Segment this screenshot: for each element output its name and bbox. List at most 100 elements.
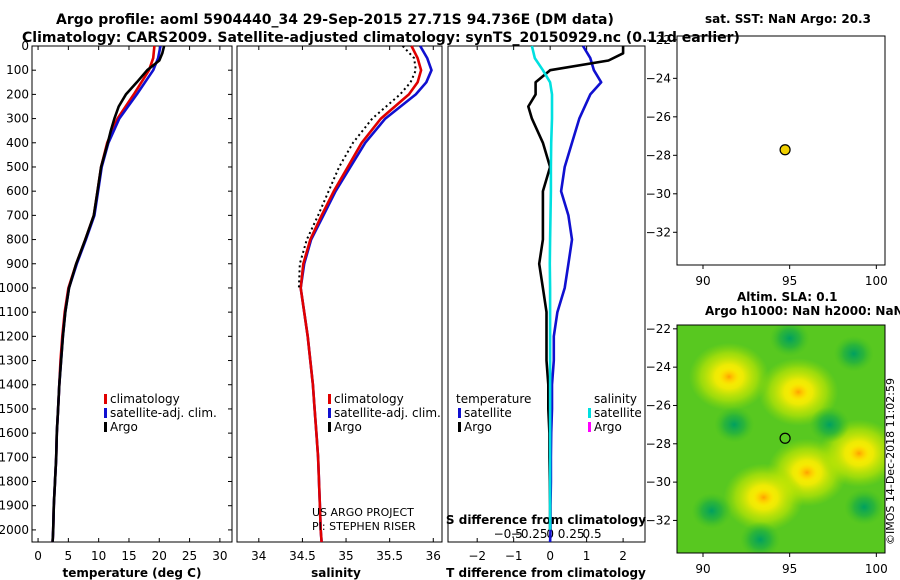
sst-map-ytick-label: −28 xyxy=(646,148,671,162)
salinity-xtick-label: 36 xyxy=(426,549,441,563)
temperature-legend-swatch xyxy=(104,394,107,404)
sla-map-xtick-label: 100 xyxy=(865,562,888,576)
depth-ytick-label: 1400 xyxy=(0,378,29,392)
temperature-legend-label: Argo xyxy=(110,420,138,434)
sst-map-ytick-label: −22 xyxy=(646,33,671,47)
temperature-xtick-label: 15 xyxy=(121,549,136,563)
temperature-legend-swatch xyxy=(104,408,107,418)
depth-ytick-label: 2000 xyxy=(0,523,29,537)
salinity-line-satellite-adj-clim- xyxy=(299,45,433,543)
depth-ytick-label: 100 xyxy=(6,63,29,77)
sla-map-frame xyxy=(676,324,886,554)
depth-ytick-label: 600 xyxy=(6,184,29,198)
salinity-xtick-label: 35.5 xyxy=(376,549,403,563)
difference-panel-frame xyxy=(447,45,646,543)
temperature-legend-label: satellite-adj. clim. xyxy=(110,406,217,420)
sla-map-ytick-label: −32 xyxy=(646,513,671,527)
title-line-1: Argo profile: aoml 5904440_34 29-Sep-201… xyxy=(56,12,614,28)
depth-ytick-label: 400 xyxy=(6,136,29,150)
difference-legend-left-label: Argo xyxy=(464,420,492,434)
difference-legend-left-swatch xyxy=(458,408,461,418)
salinity-line-argo xyxy=(297,45,417,289)
temperature-line-argo xyxy=(51,45,166,543)
sdiff-xtick-label: 0.5 xyxy=(583,527,602,541)
salinity-legend-label: climatology xyxy=(334,392,404,406)
depth-ytick-label: 1800 xyxy=(0,475,29,489)
temperature-xtick-label: 5 xyxy=(65,549,73,563)
sst-map-float-marker xyxy=(779,144,791,156)
temperature-xtick-label: 25 xyxy=(182,549,197,563)
depth-ytick-label: 500 xyxy=(6,160,29,174)
tdiff-xtick-label: 2 xyxy=(619,549,627,563)
depth-ytick-label: 1900 xyxy=(0,499,29,513)
sla-map-high-core xyxy=(717,366,741,387)
salinity-legend-swatch xyxy=(328,422,331,432)
salinity-legend-label: satellite-adj. clim. xyxy=(334,406,441,420)
temperature-legend-label: climatology xyxy=(110,392,180,406)
sla-map-low-blob xyxy=(740,521,781,553)
difference-legend-right-label: satellite xyxy=(594,406,642,420)
sla-map-low-blob xyxy=(714,406,755,443)
depth-ytick-label: 1700 xyxy=(0,450,29,464)
difference-legend-right-label: Argo xyxy=(594,420,622,434)
depth-ytick-label: 1100 xyxy=(0,305,29,319)
depth-ytick-label: 1500 xyxy=(0,402,29,416)
sla-map-low-blob xyxy=(844,489,885,526)
sla-map-high-core xyxy=(847,443,871,464)
sla-map-float-marker xyxy=(779,432,791,444)
sdiff-xtick-label: −0.5 xyxy=(494,527,523,541)
depth-ytick-label: 300 xyxy=(6,112,29,126)
sla-map-low-blob xyxy=(809,406,850,443)
temperature-legend-swatch xyxy=(104,422,107,432)
difference-legend-left-swatch xyxy=(458,422,461,432)
depth-ytick-label: 0 xyxy=(21,39,29,53)
title-line-2: Climatology: CARS2009. Satellite-adjuste… xyxy=(22,30,740,46)
difference-line-s-satellite xyxy=(530,45,554,530)
salinity-panel-frame xyxy=(236,45,443,543)
depth-ytick-label: 1200 xyxy=(0,329,29,343)
temperature-xlabel: temperature (deg C) xyxy=(63,566,202,580)
salinity-legend-label: Argo xyxy=(334,420,362,434)
salinity-legend-swatch xyxy=(328,394,331,404)
tdiff-xlabel: T difference from climatology xyxy=(446,566,646,580)
sla-map-ytick-label: −22 xyxy=(646,322,671,336)
tdiff-xtick-label: −1 xyxy=(505,549,523,563)
tdiff-xtick-label: 0 xyxy=(546,549,554,563)
difference-line-t-satellite xyxy=(548,45,603,543)
sla-map-low-blob xyxy=(691,492,732,529)
depth-ytick-label: 900 xyxy=(6,257,29,271)
pi-annotation: PI: STEPHEN RISER xyxy=(312,520,416,533)
sst-map-title: sat. SST: NaN Argo: 20.3 xyxy=(705,12,871,26)
salinity-legend-swatch xyxy=(328,408,331,418)
salinity-xtick-label: 34.5 xyxy=(289,549,316,563)
sst-map-xtick-label: 95 xyxy=(782,274,797,288)
sst-map-xtick-label: 90 xyxy=(695,274,710,288)
sst-map-xtick-label: 100 xyxy=(865,274,888,288)
depth-ytick-label: 200 xyxy=(6,87,29,101)
sdiff-xlabel: S difference from climatology xyxy=(446,513,646,527)
sla-map-xtick-label: 95 xyxy=(782,562,797,576)
tdiff-xtick-label: 1 xyxy=(583,549,591,563)
sst-map-ytick-label: −24 xyxy=(646,71,671,85)
temperature-xtick-label: 30 xyxy=(212,549,227,563)
salinity-xtick-label: 34 xyxy=(251,549,266,563)
sst-map-frame xyxy=(676,35,886,266)
difference-legend-right-swatch xyxy=(588,408,591,418)
sla-map-ytick-label: −24 xyxy=(646,360,671,374)
sla-map-low-blob xyxy=(833,335,874,372)
temperature-xtick-label: 0 xyxy=(34,549,42,563)
sst-map-ytick-label: −32 xyxy=(646,225,671,239)
salinity-legend-title: salinity xyxy=(594,392,637,406)
sst-map-ytick-label: −26 xyxy=(646,110,671,124)
depth-ytick-label: 1300 xyxy=(0,354,29,368)
depth-ytick-label: 1600 xyxy=(0,426,29,440)
sla-map-xtick-label: 90 xyxy=(695,562,710,576)
difference-legend-right-swatch xyxy=(588,422,591,432)
temperature-panel-frame xyxy=(31,45,233,543)
project-annotation: US ARGO PROJECT xyxy=(312,506,414,519)
sdiff-xtick-label: 0.25 xyxy=(558,527,585,541)
salinity-line-climatology xyxy=(299,45,423,543)
sla-map-high-core xyxy=(786,382,811,403)
temperature-legend-title: temperature xyxy=(456,392,531,406)
